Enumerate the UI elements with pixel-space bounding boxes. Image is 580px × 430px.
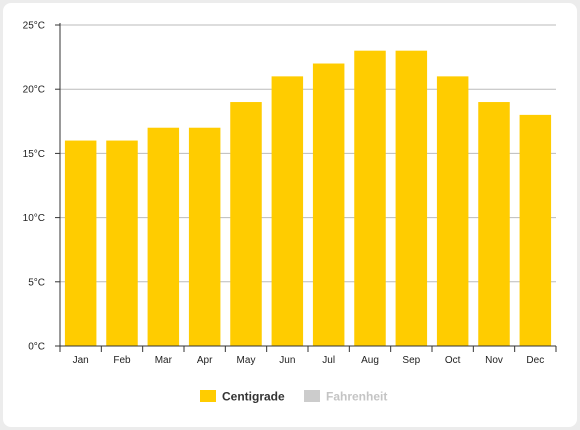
x-tick-label: Nov <box>485 355 503 366</box>
bar-mar[interactable] <box>147 127 180 346</box>
bar-nov[interactable] <box>478 102 510 346</box>
bar-aug[interactable] <box>354 50 386 347</box>
legend-label-centigrade: Centigrade <box>222 390 285 404</box>
bar-may[interactable] <box>230 102 262 346</box>
x-tick-label: Sep <box>402 355 420 366</box>
bar-apr[interactable] <box>188 127 221 346</box>
x-tick-label: Mar <box>155 355 173 366</box>
x-tick-label: Oct <box>445 355 461 366</box>
y-tick-labels: 0°C 5°C 10°C 15°C 20°C 25°C <box>23 21 45 353</box>
y-tick-label: 10°C <box>23 213 45 224</box>
x-tick-label: Jun <box>279 355 295 366</box>
bars <box>64 50 552 347</box>
legend-swatch-centigrade <box>200 390 216 402</box>
y-tick-label: 15°C <box>23 149 45 160</box>
legend: Centigrade Fahrenheit <box>200 390 387 404</box>
x-tick-label: Jul <box>322 355 335 366</box>
bar-oct[interactable] <box>436 76 469 347</box>
bar-feb[interactable] <box>106 140 138 346</box>
bar-jul[interactable] <box>312 63 345 347</box>
x-tick-label: Jan <box>73 355 89 366</box>
bar-jan[interactable] <box>64 140 97 346</box>
x-tick-label: Aug <box>361 355 379 366</box>
legend-swatch-fahrenheit <box>304 390 320 402</box>
bar-sep[interactable] <box>395 50 428 347</box>
x-tick-label: Dec <box>526 355 544 366</box>
y-tick-label: 25°C <box>23 21 45 32</box>
legend-label-fahrenheit: Fahrenheit <box>326 390 387 404</box>
y-tick-label: 5°C <box>28 277 45 288</box>
x-tick-label: Apr <box>197 355 213 366</box>
axes <box>55 23 557 352</box>
legend-item-fahrenheit[interactable]: Fahrenheit <box>304 390 387 404</box>
y-tick-label: 0°C <box>28 342 45 353</box>
x-tick-label: Feb <box>113 355 131 366</box>
x-tick-label: May <box>237 355 256 366</box>
bar-jun[interactable] <box>271 76 304 347</box>
legend-item-centigrade[interactable]: Centigrade <box>200 390 285 404</box>
y-tick-label: 20°C <box>23 85 45 96</box>
gridlines <box>60 24 556 283</box>
x-tick-labels: Jan Feb Mar Apr May Jun Jul Aug Sep Oct Nov Dec <box>73 355 545 366</box>
bar-dec[interactable] <box>519 114 552 346</box>
